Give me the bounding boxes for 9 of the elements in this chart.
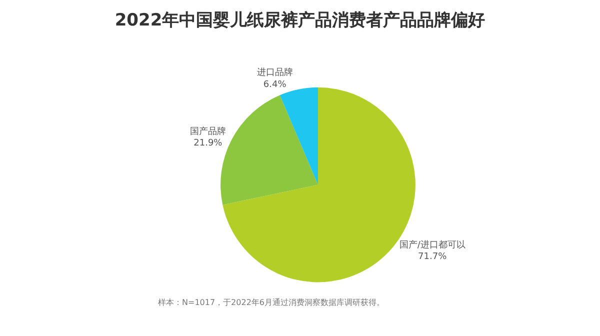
pie-slice bbox=[280, 87, 318, 185]
text: 样本：N=1017，于2022年6月通过消费洞察数据库调研获得。 bbox=[158, 298, 384, 307]
slice-label: 进口品牌 bbox=[256, 67, 293, 78]
data-label: 21.9% bbox=[194, 138, 223, 149]
data-label: 6.4% bbox=[263, 80, 287, 90]
slice-label: 国产品牌 bbox=[190, 126, 226, 137]
data-label: 71.7% bbox=[418, 252, 448, 262]
chart-title: 2022年中国婴儿纸尿裤产品消费者产品品牌偏好 bbox=[114, 10, 486, 30]
slice-label: 国产/进口都可以 bbox=[399, 239, 466, 250]
